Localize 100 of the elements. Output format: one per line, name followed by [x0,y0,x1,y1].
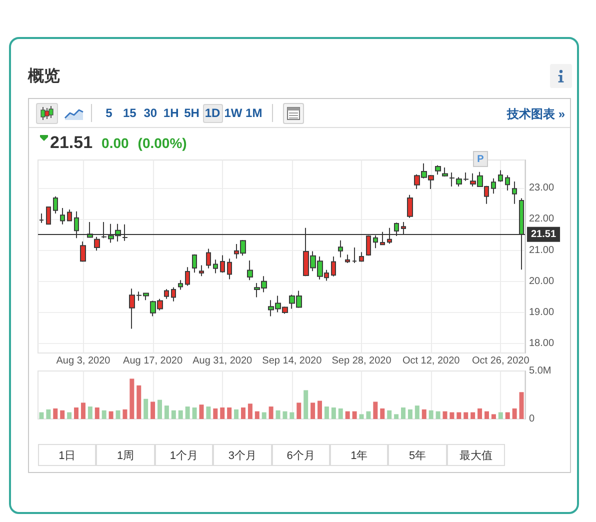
bar [130,378,134,419]
candlestick [80,241,86,262]
bar [456,412,462,419]
bar [248,404,252,419]
text: 1M [244,104,264,123]
x-tick-label: Sep 28, 2020 [332,356,392,366]
candlestick [491,178,496,194]
y-tick-label: 18.00 [529,338,554,350]
bar [46,409,51,419]
bar [505,412,510,419]
text: 6个月 [272,444,330,466]
text: 1D [202,104,222,123]
candlestick [435,164,441,176]
bar [213,408,218,419]
text: 1H [161,104,182,123]
candlestick [345,254,350,264]
candlestick [53,196,58,214]
bar [39,412,44,419]
bar [262,412,266,419]
bar [276,410,280,419]
bar [178,410,183,419]
bar [359,414,364,419]
bar [94,407,100,419]
candlestick [331,256,336,277]
chart-title: 概览 [28,66,60,87]
text: 最大值 [446,444,506,466]
bar [436,411,440,419]
bar [206,406,211,419]
text: 1周 [96,444,155,466]
bar [450,412,454,419]
candlestick [171,286,176,302]
bar [478,408,482,419]
bar [512,408,517,419]
y-tick-label: 22.00 [529,214,554,225]
ref-line-label: 21.51 [531,228,556,240]
bar [136,385,142,419]
x-tick-label: Aug 31, 2020 [192,356,253,366]
candlestick [178,280,183,290]
y-tick-label: 5.0M [529,366,552,376]
bar [401,407,406,419]
bar [373,402,378,419]
bar [122,409,128,419]
bar [185,406,190,419]
candlestick [227,258,232,280]
text: 技术图表 » [506,106,565,123]
bar [428,410,434,419]
annotation: P [473,151,488,167]
text: 1W [223,104,244,123]
candlestick [39,213,44,224]
candlestick [206,248,211,269]
bar [470,412,476,419]
bar [331,407,336,419]
candlestick [220,254,225,274]
y-tick-label: 21.00 [529,244,554,256]
text: 5 [99,104,119,123]
text: 1日 [38,444,96,466]
candlestick [407,194,413,218]
x-tick-label: Sep 14, 2020 [262,356,322,366]
bar [387,410,392,419]
bar [290,412,294,419]
bar [158,400,162,419]
bar [88,406,92,419]
y-tick-label: 23.00 [529,182,554,194]
candlestick [449,172,455,187]
bar [254,411,260,419]
bar [150,402,156,419]
candlestick [359,252,364,262]
bar [310,402,316,419]
bar [408,409,412,419]
y-tick-label: 0 [529,414,535,424]
bar [491,414,496,419]
candlestick [60,207,65,225]
bar [296,402,302,419]
bar [519,392,524,419]
bar [304,390,308,419]
text: 0.00 [102,135,129,151]
text: (0.00%) [138,135,187,151]
x-tick-label: Aug 3, 2020 [56,356,111,366]
text: 3个月 [213,444,272,466]
bar [67,412,72,419]
text: 1年 [330,444,388,466]
candlestick [512,180,517,204]
bar [192,407,197,419]
candlestick [46,206,51,225]
bar [220,407,225,419]
bar [394,414,399,419]
text: 5年 [388,444,447,466]
candlestick [185,266,190,286]
candlestick [442,166,448,177]
candlestick [199,264,204,277]
candlestick [505,174,510,192]
y-tick-label: 19.00 [529,307,554,318]
bar [414,406,420,419]
bar [74,407,79,419]
bar [171,410,176,419]
text: 5H [182,104,202,123]
bar [227,407,232,419]
bar [108,411,114,419]
candlestick [498,170,503,182]
bar [234,409,239,419]
